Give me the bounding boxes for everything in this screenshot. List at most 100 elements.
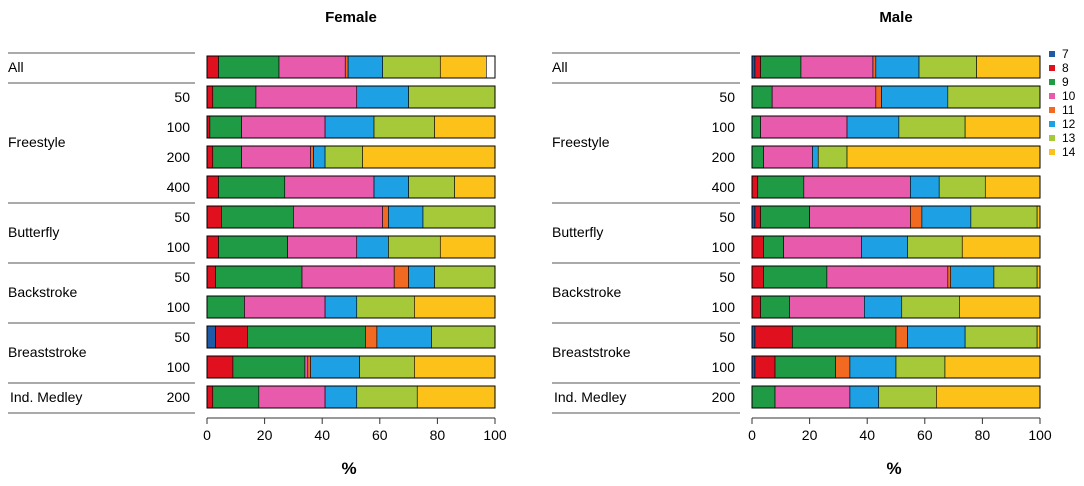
group-label: Butterfly (8, 224, 59, 240)
bar-segment-10 (803, 175, 911, 199)
bar-outline (751, 55, 1041, 79)
group-label: Ind. Medley (554, 389, 626, 405)
bar-segment-11 (947, 265, 952, 289)
legend-swatch-13 (1049, 135, 1055, 141)
distance-label: 200 (712, 149, 736, 165)
x-axis-label: % (341, 459, 356, 478)
x-tick-label: 0 (203, 427, 211, 443)
bar-segment-8 (754, 55, 761, 79)
bar-segment-12 (864, 295, 903, 319)
bar-segment-12 (324, 115, 375, 139)
bar-segment-10 (771, 85, 877, 109)
distance-label: 50 (719, 269, 735, 285)
bar-outline (206, 55, 496, 79)
bar-segment-13 (373, 115, 435, 139)
bar-segment-14 (944, 355, 1041, 379)
group-label: Butterfly (552, 224, 603, 240)
bar-segment-13 (938, 175, 986, 199)
x-tick-label: 0 (748, 427, 756, 443)
bar-segment-11 (910, 205, 923, 229)
bar-segment-13 (388, 235, 441, 259)
bar-segment-12 (849, 355, 897, 379)
distance-label: 100 (712, 239, 736, 255)
bar-segment-9 (792, 325, 897, 349)
x-tick-label: 60 (372, 427, 388, 443)
bar-segment-14 (936, 385, 1041, 409)
bar-segment-9 (209, 115, 242, 139)
bar-segment-11 (875, 85, 882, 109)
bar-segment-10 (789, 295, 865, 319)
x-tick-label: 100 (1028, 427, 1052, 443)
bar-segment-8 (206, 175, 219, 199)
bar-segment-9 (218, 175, 286, 199)
bar-outline (206, 295, 496, 319)
bar-segment-10 (800, 55, 874, 79)
legend-label: 10 (1062, 89, 1076, 103)
bar-segment-9 (247, 325, 366, 349)
legend-swatch-10 (1049, 93, 1055, 99)
bar-segment-11 (310, 145, 314, 169)
x-tick-label: 80 (975, 427, 991, 443)
group-label: Breaststroke (8, 344, 87, 360)
bar-segment-9 (212, 85, 257, 109)
bar-segment-8 (754, 205, 761, 229)
legend-label: 11 (1062, 103, 1075, 117)
distance-label: 100 (167, 359, 191, 375)
bar-segment-8 (206, 265, 216, 289)
bar-outline (206, 85, 496, 109)
bar-segment-8 (754, 325, 793, 349)
legend-swatch-7 (1049, 51, 1055, 57)
legend-label: 8 (1062, 61, 1069, 75)
bar-segment-10 (304, 355, 309, 379)
bar-segment-12 (875, 55, 920, 79)
x-tick-label: 20 (257, 427, 273, 443)
bar-segment-9 (218, 55, 280, 79)
female-chart-title: Female (325, 9, 377, 26)
legend-swatch-11 (1049, 107, 1055, 113)
bar-segment-10 (809, 205, 911, 229)
distance-label: 100 (167, 239, 191, 255)
group-label: Breaststroke (552, 344, 631, 360)
bar-segment-8 (206, 385, 214, 409)
bar-segment-13 (356, 385, 418, 409)
bar-segment-12 (846, 115, 900, 139)
bar-segment-10 (241, 145, 311, 169)
bar-segment-8 (751, 175, 759, 199)
bar-segment-13 (382, 55, 441, 79)
bar-segment-12 (324, 385, 358, 409)
bar-segment-14 (414, 295, 496, 319)
bar-segment-9 (751, 145, 764, 169)
bar-outline (206, 355, 496, 379)
bar-segment-10 (826, 265, 949, 289)
bar-segment-9 (212, 385, 260, 409)
bar-segment-14 (961, 235, 1041, 259)
bar-segment-13 (947, 85, 1041, 109)
bar-segment-9 (221, 205, 294, 229)
bar-segment-8 (751, 235, 764, 259)
bar-segment-12 (861, 235, 908, 259)
bar-segment-11 (393, 265, 409, 289)
bar-segment-9 (774, 355, 836, 379)
bar-segment-12 (907, 325, 966, 349)
bar-outline (751, 205, 1041, 229)
bar-segment-14 (414, 355, 496, 379)
bar-segment-11 (835, 355, 851, 379)
bar-segment-9 (760, 295, 790, 319)
bar-segment-13 (901, 295, 960, 319)
bar-segment-10 (255, 85, 358, 109)
bar-segment-12 (408, 265, 435, 289)
bar-segment-13 (898, 115, 966, 139)
bar-outline (751, 355, 1041, 379)
bar-segment-8 (206, 55, 219, 79)
bar-segment-13 (356, 295, 415, 319)
bar-segment-13 (907, 235, 963, 259)
distance-label: 400 (167, 179, 191, 195)
bar-segment-11 (344, 55, 349, 79)
bar-segment-9 (232, 355, 306, 379)
bar-segment-14 (439, 55, 487, 79)
bar-segment-13 (964, 325, 1038, 349)
bar-segment-12 (324, 295, 358, 319)
bar-segment-8 (206, 205, 222, 229)
x-tick-label: 80 (430, 427, 446, 443)
group-label: All (8, 59, 24, 75)
